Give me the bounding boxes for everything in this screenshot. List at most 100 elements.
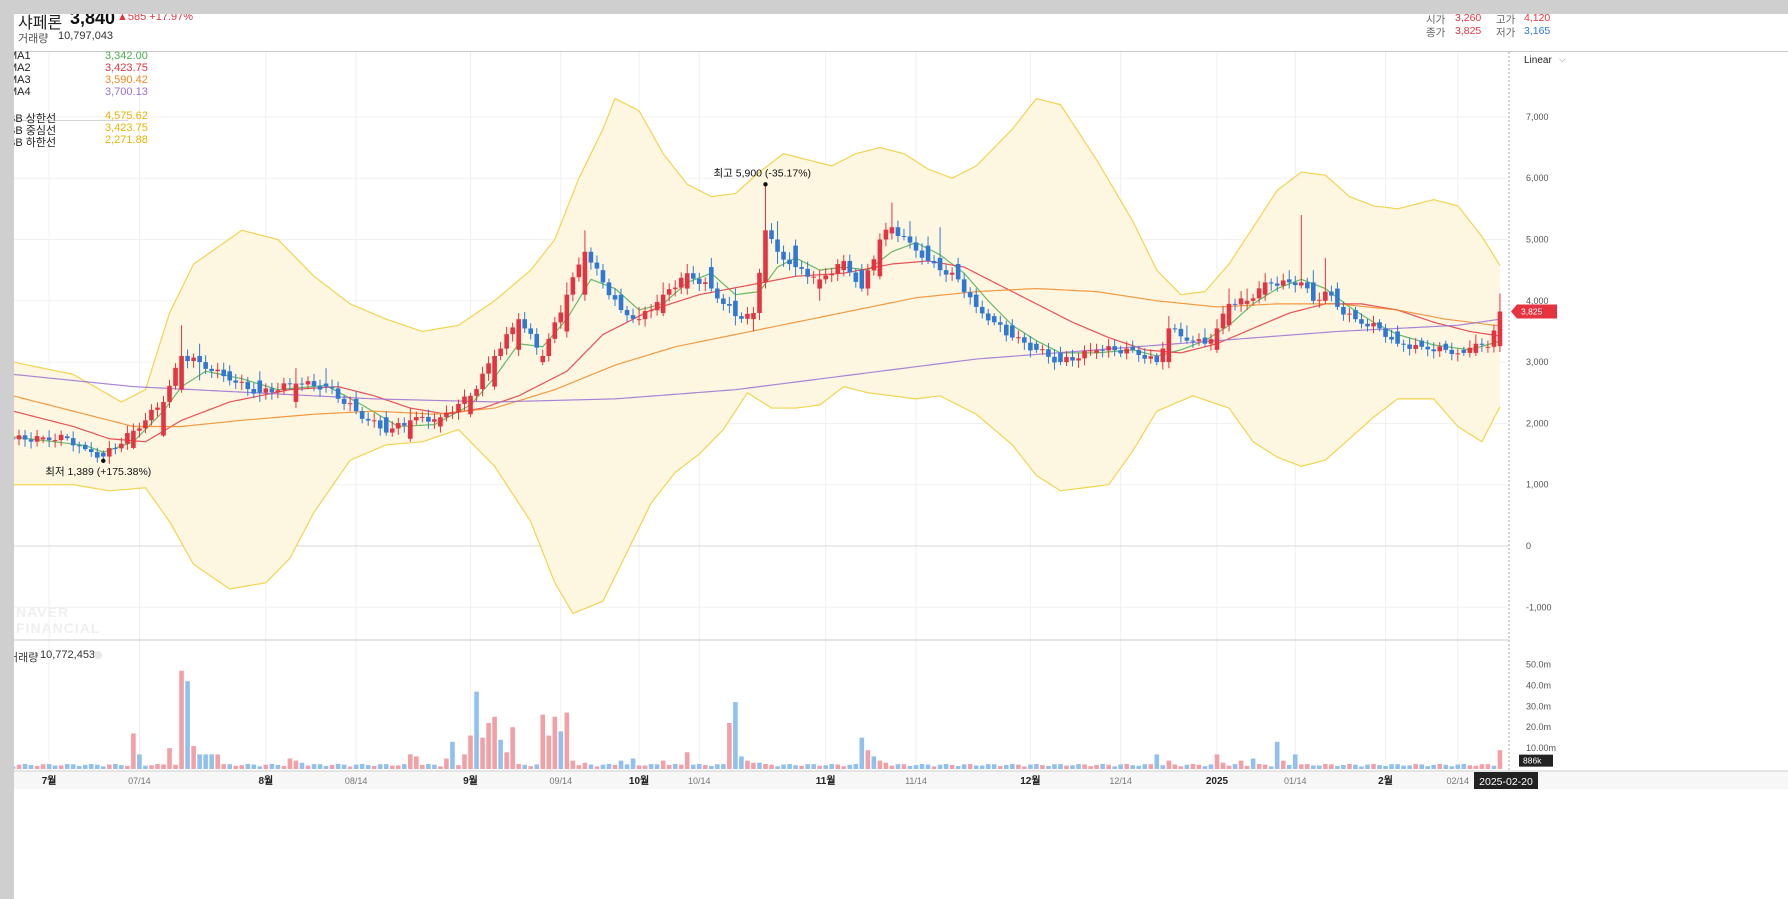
x-tick-label-13: 01/14 <box>1284 776 1307 786</box>
volume-bar <box>215 754 220 769</box>
extreme-label-1: 최고 5,900 (-35.17%) <box>714 167 812 179</box>
volume-bar <box>245 764 251 769</box>
candle-body <box>239 381 245 383</box>
volume-bar <box>28 765 34 769</box>
volume-bar <box>528 766 534 769</box>
quote-header: 샤페론 3,840 ▲585 +17.97% 거래량 10,797,043 시가… <box>14 14 1788 52</box>
chevron-down-icon[interactable]: ⌵ <box>1559 54 1566 64</box>
volume-bar <box>612 764 618 769</box>
candle-body <box>486 363 491 374</box>
volume-bar <box>540 714 546 769</box>
candle-body <box>672 287 678 290</box>
candle-body <box>1232 303 1238 305</box>
volume-bar <box>1214 754 1220 769</box>
candle-body <box>883 229 889 240</box>
candle-body <box>480 373 485 390</box>
candle-body <box>516 319 521 350</box>
candle-body <box>173 367 178 386</box>
candle-body <box>1377 322 1382 329</box>
volume-bar <box>402 764 407 769</box>
candle-body <box>973 294 979 307</box>
volume-bar <box>630 758 636 769</box>
candle-body <box>227 371 233 381</box>
ma-line-ma2 <box>14 260 1501 443</box>
volume-bar <box>1256 764 1262 769</box>
candle-body <box>209 368 214 372</box>
volume-settings-icon[interactable] <box>94 651 102 659</box>
extreme-label-0: 최저 1,389 (+175.38%) <box>45 466 151 478</box>
volume-bar <box>847 764 853 769</box>
volume-bar <box>739 756 744 769</box>
volume-bar <box>805 764 810 769</box>
volume-bar <box>88 763 94 769</box>
volume-bar <box>161 764 166 769</box>
volume-bar <box>167 748 172 769</box>
candle-body <box>745 313 750 319</box>
x-tick-label-14: 2월 <box>1378 775 1393 787</box>
stock-name: 샤페론 <box>18 15 63 32</box>
volume-bar <box>383 764 389 769</box>
volume-bar <box>474 691 479 769</box>
volume-bar <box>799 765 804 769</box>
candle-body <box>787 259 792 265</box>
volume-bar <box>1142 764 1148 769</box>
volume-value: 10,797,043 <box>58 30 114 42</box>
candle-body <box>1184 337 1190 341</box>
volume-bar <box>1244 765 1250 769</box>
candle-body <box>311 381 317 387</box>
x-tick-label-15: 02/14 <box>1447 776 1470 786</box>
scale-mode-button[interactable]: Linear <box>1524 55 1552 66</box>
candle-body <box>1298 282 1304 286</box>
volume-bar <box>1497 750 1503 769</box>
candle-body <box>1335 288 1340 307</box>
open-value: 3,260 <box>1455 14 1482 24</box>
candle-body <box>263 388 269 393</box>
volume-bar <box>841 766 847 769</box>
candle-body <box>721 298 726 304</box>
candle-body <box>979 306 985 314</box>
volume-bar <box>745 760 750 769</box>
candle-body <box>1311 282 1316 301</box>
volume-bar <box>1455 764 1461 769</box>
price-tick-label-0: -1,000 <box>1526 602 1552 612</box>
candle-body <box>618 294 624 310</box>
volume-bar <box>1335 765 1340 769</box>
candle-body <box>40 437 46 440</box>
volume-bar <box>678 764 684 769</box>
volume-bar <box>239 765 245 769</box>
candle-body <box>1467 347 1473 353</box>
volume-bar <box>576 765 582 769</box>
volume-bar <box>552 716 558 769</box>
volume-bar <box>594 766 600 769</box>
x-tick-label-12: 2025 <box>1206 776 1229 787</box>
candle-body <box>293 383 299 402</box>
candle-body <box>1401 343 1406 345</box>
volume-bar <box>901 764 907 769</box>
volume-bar <box>1268 766 1274 769</box>
legend-ma1-name: MA1 <box>14 50 31 62</box>
candle-body <box>630 315 636 319</box>
volume-bar <box>672 763 678 769</box>
candle-body <box>1136 349 1142 355</box>
candle-body <box>594 262 600 269</box>
candle-body <box>257 380 263 393</box>
volume-bar <box>1040 765 1045 769</box>
volume-bar <box>155 764 160 769</box>
stock-chart-canvas[interactable]: 최저 1,389 (+175.38%) 최고 5,900 (-35.17%) -1,… <box>14 14 1788 899</box>
volume-bar <box>967 764 973 769</box>
volume-bar <box>371 765 377 769</box>
volume-bar <box>684 752 690 769</box>
candle-body <box>703 282 708 284</box>
volume-bar <box>1262 764 1268 769</box>
candle-body <box>269 388 275 393</box>
volume-bar <box>365 765 371 769</box>
volume-bar <box>251 764 257 769</box>
extreme-marker-0 <box>101 458 106 464</box>
volume-bar <box>113 764 118 769</box>
volume-bar <box>955 766 961 769</box>
candle-body <box>46 437 52 441</box>
volume-bar <box>997 765 1003 769</box>
candle-body <box>1383 328 1388 337</box>
candle-body <box>751 313 756 320</box>
candle-body <box>1112 346 1117 351</box>
